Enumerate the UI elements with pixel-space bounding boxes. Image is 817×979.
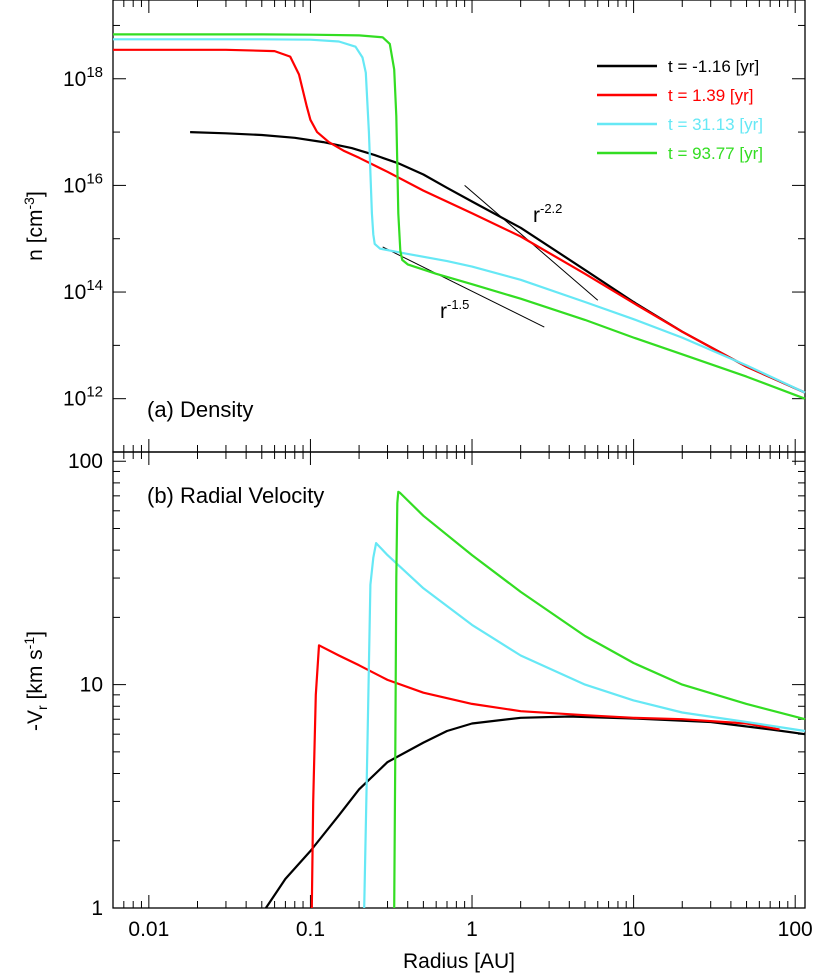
panel-b-frame <box>112 451 806 909</box>
series-line <box>113 33 806 400</box>
series-line <box>264 715 806 909</box>
panel-a-label: (a) Density <box>147 397 253 422</box>
y-tick-label: 1012 <box>63 384 103 411</box>
x-tick-label: 10 <box>622 918 645 941</box>
y-tick-label: 10 <box>80 674 103 697</box>
x-tick-label: 100 <box>778 918 813 941</box>
legend-entry: t = 93.77 [yr] <box>668 144 763 163</box>
slope-label: r-2.2 <box>533 201 562 227</box>
x-tick-label: 0.01 <box>128 918 169 941</box>
panel-a-y-axis-label: n [cm-3] <box>21 191 47 261</box>
x-axis-label: Radius [AU] <box>403 950 515 973</box>
legend-entry: t = 31.13 [yr] <box>668 115 763 134</box>
y-tick-label: 1014 <box>63 277 103 304</box>
series-line <box>190 131 806 394</box>
x-tick-labels: 0.01 0.1 1 10 100 <box>128 918 812 941</box>
panel-b-y-tick-labels: 100 10 1 <box>68 450 103 920</box>
series-line <box>393 490 806 909</box>
panel-a-y-tick-labels: 1018 1016 1014 1012 <box>63 64 103 411</box>
x-tick-label: 0.1 <box>296 918 325 941</box>
legend: t = -1.16 [yr] t = 1.39 [yr] t = 31.13 [yr… <box>597 57 763 163</box>
y-tick-label: 100 <box>68 450 103 473</box>
series-line <box>310 644 780 909</box>
slope-reference-line <box>382 246 545 328</box>
y-tick-label: 1016 <box>63 170 103 197</box>
slope-label: r-1.5 <box>440 297 469 323</box>
series-line <box>113 48 806 394</box>
series-line <box>113 38 806 394</box>
y-tick-label: 1 <box>91 897 103 920</box>
legend-entry: t = 1.39 [yr] <box>668 86 754 105</box>
panel-b-ticks <box>112 452 805 909</box>
panel-a-series <box>113 33 806 400</box>
x-tick-label: 1 <box>466 918 478 941</box>
series-line <box>363 541 806 909</box>
panel-b-label: (b) Radial Velocity <box>147 483 324 508</box>
panel-b-series <box>264 490 806 909</box>
panel-b: 100 10 1 0.01 0.1 1 10 100 (b) Radial Velocity… <box>21 450 813 973</box>
y-tick-label: 1018 <box>63 64 103 91</box>
legend-entry: t = -1.16 [yr] <box>668 57 759 76</box>
panel-b-y-axis-label: -Vr [km s-1] <box>21 631 50 731</box>
